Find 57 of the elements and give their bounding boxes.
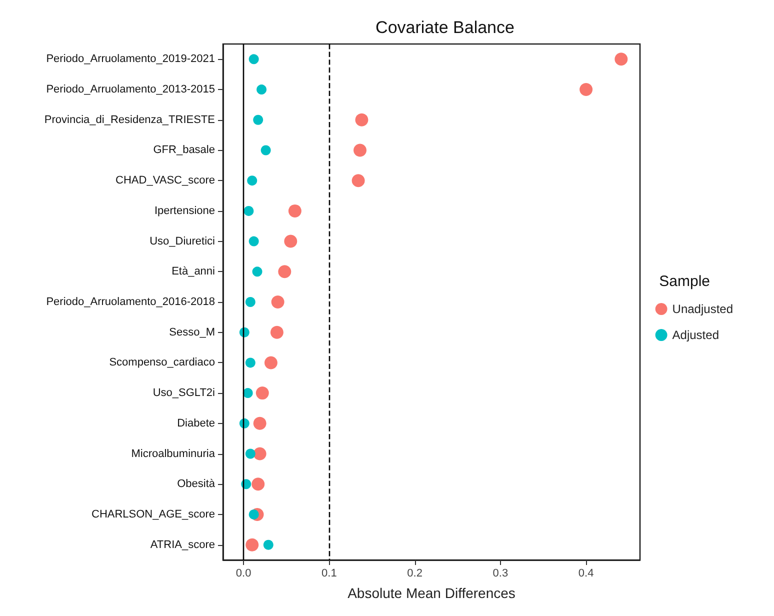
point — [263, 540, 274, 550]
point — [270, 326, 284, 339]
point — [242, 388, 253, 398]
point — [288, 204, 302, 218]
y-tick-label: Età_anni — [172, 266, 215, 278]
point — [245, 297, 256, 307]
y-tick-label: CHARLSON_AGE_score — [92, 508, 215, 520]
y-tick-label: Diabete — [177, 417, 215, 430]
point — [284, 234, 298, 248]
point — [264, 356, 278, 370]
y-tick-label: Obesità — [177, 478, 216, 490]
chart-title: Covariate Balance — [376, 18, 514, 37]
point — [614, 52, 628, 66]
point — [252, 266, 262, 277]
y-tick-label: Microalbuminuria — [131, 448, 216, 460]
legend-label: Adjusted — [672, 328, 719, 342]
point — [256, 84, 267, 95]
y-tick-label: Periodo_Arruolamento_2016-2018 — [46, 296, 215, 308]
point — [248, 54, 259, 64]
point — [253, 447, 266, 460]
x-tick-label: 0.4 — [578, 568, 594, 580]
y-tick-label: GFR_basale — [153, 144, 215, 156]
point — [245, 448, 256, 459]
point — [253, 114, 264, 125]
point — [271, 296, 284, 308]
point — [278, 265, 292, 278]
point — [354, 144, 366, 157]
point — [253, 416, 266, 430]
y-tick-label: Periodo_Arruolamento_2019-2021 — [46, 53, 215, 66]
y-tick-label: Ipertensione — [154, 204, 215, 217]
x-tick-label: 0.2 — [407, 568, 422, 580]
point — [580, 83, 593, 96]
point — [246, 538, 259, 552]
x-tick-label: 0.3 — [492, 568, 508, 580]
x-tick-label: 0.0 — [236, 568, 252, 580]
y-tick-label: Sesso_M — [169, 326, 215, 338]
legend-title: Sample — [659, 273, 710, 290]
point — [260, 145, 271, 156]
y-tick-label: ATRIA_score — [150, 538, 215, 551]
point — [247, 176, 258, 186]
point — [244, 206, 254, 216]
point — [245, 358, 256, 368]
point — [248, 236, 259, 246]
y-tick-label: CHAD_VASC_score — [116, 174, 215, 187]
y-tick-label: Periodo_Arruolamento_2013-2015 — [46, 84, 215, 96]
point — [355, 113, 368, 126]
y-tick-label: Scompenso_cardiaco — [109, 356, 215, 369]
point — [256, 386, 269, 400]
y-tick-label: Provincia_di_Residenza_TRIESTE — [44, 114, 215, 126]
legend-label: Unadjusted — [672, 302, 734, 316]
x-tick-label: 0.1 — [322, 568, 337, 580]
point — [248, 509, 259, 520]
point — [352, 174, 365, 188]
y-tick-label: Uso_SGLT2i — [152, 387, 215, 400]
point — [252, 478, 265, 491]
y-tick-label: Uso_Diuretici — [150, 235, 215, 248]
x-axis-title: Absolute Mean Differences — [348, 585, 516, 601]
